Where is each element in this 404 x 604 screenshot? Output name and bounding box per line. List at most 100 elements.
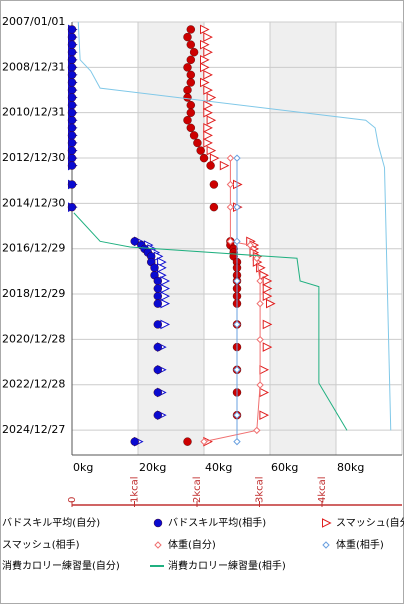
point — [186, 55, 196, 65]
point — [189, 47, 199, 57]
point — [67, 32, 77, 42]
point — [209, 180, 219, 189]
point — [199, 153, 209, 163]
point — [200, 39, 210, 50]
legend-label: スマッシュ(自分) — [336, 516, 404, 529]
point — [67, 63, 77, 72]
point — [67, 146, 77, 155]
legend-marker — [153, 518, 163, 528]
point — [67, 55, 77, 65]
point — [67, 40, 77, 49]
point — [203, 100, 213, 110]
y-tick-label: 2016/12/29 — [2, 242, 65, 255]
point — [67, 153, 77, 163]
point — [219, 160, 230, 171]
point — [157, 257, 167, 267]
y-tick-label: 2008/12/31 — [2, 60, 65, 73]
legend-marker — [322, 518, 332, 528]
point — [226, 237, 235, 246]
point — [183, 63, 192, 72]
point — [233, 366, 241, 374]
point — [67, 116, 77, 125]
point — [186, 40, 196, 49]
point — [153, 342, 163, 352]
x-tick-label: 80kg — [337, 461, 364, 474]
point — [203, 85, 213, 95]
point — [193, 138, 202, 148]
legend-label: 消費カロリー練習量(相手) — [168, 559, 286, 572]
point — [67, 131, 77, 140]
point — [186, 108, 196, 117]
y-tick-label: 2010/12/31 — [2, 106, 65, 119]
point — [186, 100, 196, 110]
point — [130, 437, 139, 446]
point — [67, 138, 77, 148]
legend-marker — [154, 541, 162, 549]
point — [262, 283, 273, 294]
point — [206, 115, 217, 126]
x2-tick-label: 3kcal — [255, 476, 266, 503]
point — [183, 85, 192, 95]
point — [203, 32, 213, 42]
point — [200, 62, 210, 73]
point — [209, 202, 219, 212]
point — [206, 92, 217, 103]
point — [256, 277, 264, 285]
point — [203, 70, 213, 80]
point — [200, 55, 210, 65]
point — [186, 25, 196, 34]
point — [233, 320, 241, 329]
y-tick-label: 2007/01/01 — [2, 15, 65, 28]
point — [253, 254, 261, 262]
point — [183, 437, 192, 446]
point — [183, 116, 192, 125]
legend-marker — [322, 541, 330, 549]
y-tick-label: 2020/12/28 — [2, 332, 65, 345]
point — [200, 77, 210, 88]
point — [262, 342, 273, 352]
point — [67, 202, 77, 212]
point — [233, 203, 241, 211]
y-tick-label: 2014/12/30 — [2, 196, 65, 209]
point — [233, 437, 241, 446]
point — [233, 154, 241, 162]
x2-tick-label: 0 — [67, 497, 78, 503]
point — [226, 180, 235, 189]
y-tick-label: 2024/12/27 — [2, 423, 65, 436]
series-line — [73, 212, 348, 431]
point — [186, 70, 196, 80]
point — [153, 388, 163, 397]
point — [203, 107, 213, 118]
x2-tick-label: 1kcal — [130, 476, 141, 503]
point — [67, 180, 77, 189]
legend-label: 体重(相手) — [336, 538, 384, 551]
point — [153, 365, 163, 374]
series-line — [203, 158, 261, 443]
point — [233, 277, 241, 285]
point — [209, 153, 220, 163]
point — [150, 263, 159, 272]
point — [266, 298, 276, 309]
grid-band — [138, 22, 204, 455]
point — [153, 410, 163, 420]
point — [203, 123, 213, 133]
legend-label: 体重(自分) — [168, 538, 216, 551]
y-tick-label: 2012/12/30 — [2, 151, 65, 164]
point — [200, 24, 210, 35]
point — [153, 299, 163, 308]
plot-foreground: 0kg20kg40kg60kg80kg102007/01/012008/12/3… — [2, 15, 404, 572]
point — [256, 335, 264, 344]
legend-label: スマッシュ(相手) — [2, 538, 80, 551]
point — [246, 241, 254, 249]
point — [153, 291, 163, 301]
point — [206, 145, 217, 156]
point — [233, 237, 241, 246]
point — [256, 381, 264, 389]
point — [262, 291, 273, 301]
point — [183, 32, 192, 42]
x-tick-label: 60kg — [271, 461, 298, 474]
legend-label: バドスキル平均(自分) — [2, 516, 100, 529]
point — [259, 410, 270, 420]
grid-band — [270, 22, 336, 455]
